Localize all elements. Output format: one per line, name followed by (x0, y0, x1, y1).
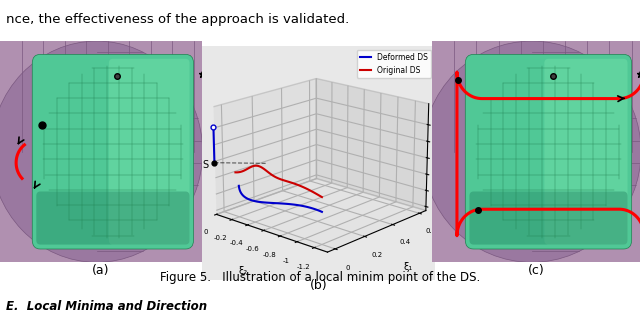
FancyBboxPatch shape (465, 54, 632, 249)
Text: (c): (c) (527, 264, 545, 277)
FancyBboxPatch shape (470, 191, 627, 245)
X-axis label: ξ₂: ξ₂ (238, 266, 247, 276)
Text: Figure 5.   Illustration of a local minim point of the DS.: Figure 5. Illustration of a local minim … (160, 271, 480, 284)
FancyBboxPatch shape (32, 54, 193, 249)
Text: (a): (a) (92, 264, 109, 277)
Legend: Deformed DS, Original DS: Deformed DS, Original DS (357, 50, 431, 78)
Ellipse shape (422, 41, 640, 262)
Y-axis label: ξ₁: ξ₁ (404, 262, 413, 272)
Text: nce, the effectiveness of the approach is validated.: nce, the effectiveness of the approach i… (6, 14, 349, 27)
Text: E.  Local Minima and Direction: E. Local Minima and Direction (6, 300, 207, 313)
FancyBboxPatch shape (36, 191, 189, 245)
FancyBboxPatch shape (545, 59, 627, 245)
FancyBboxPatch shape (109, 59, 189, 245)
Text: (b): (b) (310, 279, 327, 292)
Ellipse shape (0, 41, 203, 262)
